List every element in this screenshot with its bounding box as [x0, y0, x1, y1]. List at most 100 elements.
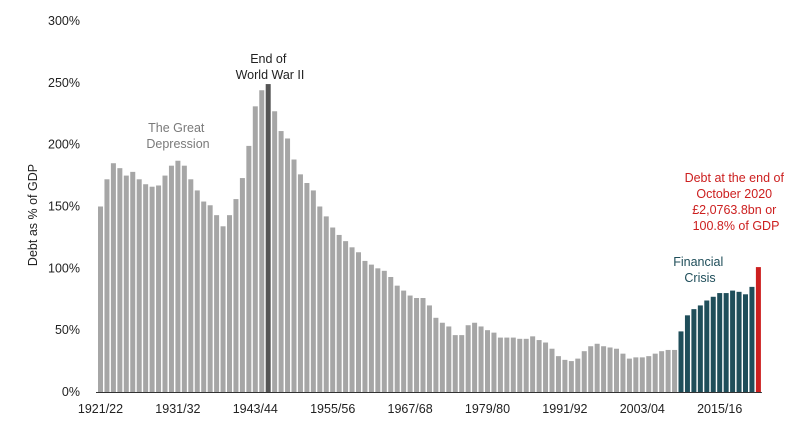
bar	[543, 342, 549, 392]
bar	[568, 361, 574, 392]
y-tick-label: 50%	[55, 323, 80, 337]
bar	[594, 343, 600, 392]
bar	[446, 326, 452, 392]
bar	[555, 356, 561, 392]
bar	[717, 293, 723, 392]
bar	[459, 335, 465, 392]
bar	[620, 353, 626, 392]
bar	[652, 353, 658, 392]
y-tick-label: 150%	[48, 200, 80, 214]
bar	[194, 190, 200, 392]
bar	[407, 295, 413, 392]
y-tick-label: 300%	[48, 14, 80, 28]
bars	[98, 84, 761, 392]
bar	[730, 290, 736, 392]
y-tick-label: 100%	[48, 261, 80, 275]
bar	[755, 267, 761, 392]
bar	[420, 298, 426, 392]
bar	[549, 348, 555, 392]
bar	[697, 305, 703, 392]
bar	[368, 264, 374, 392]
x-tick-label: 1967/68	[388, 402, 433, 416]
bar	[149, 186, 155, 392]
x-tick-label: 2003/04	[620, 402, 665, 416]
bar	[614, 348, 619, 392]
bar	[123, 175, 129, 392]
bar	[156, 185, 162, 392]
bar	[485, 330, 490, 392]
bar	[265, 84, 271, 392]
bar	[117, 168, 123, 392]
bar	[291, 159, 297, 392]
bar	[562, 359, 568, 392]
bar	[259, 90, 265, 392]
bar	[433, 317, 439, 392]
annotation-ww2: End of World War II	[236, 52, 305, 82]
bar	[188, 179, 194, 392]
bar	[710, 296, 716, 392]
bar	[684, 315, 690, 392]
bar	[207, 205, 213, 392]
bar	[607, 347, 613, 392]
bar	[136, 179, 142, 392]
bar	[330, 227, 336, 392]
y-tick-label: 250%	[48, 76, 80, 90]
bar	[633, 357, 639, 392]
bar	[381, 270, 387, 392]
bar	[285, 138, 291, 392]
bar	[491, 332, 497, 392]
bar	[278, 131, 284, 392]
bar	[162, 175, 168, 392]
bar	[175, 160, 181, 392]
bar	[168, 165, 174, 392]
y-axis-label: Debt as % of GDP	[26, 164, 40, 266]
bar	[246, 145, 252, 392]
bar	[201, 201, 207, 392]
bar	[530, 336, 536, 392]
y-tick-label: 200%	[48, 138, 80, 152]
x-tick-label: 2015/16	[697, 402, 742, 416]
bar	[672, 349, 678, 392]
bar	[310, 190, 316, 392]
bar	[575, 358, 581, 392]
bar	[143, 184, 149, 392]
x-tick-label: 1979/80	[465, 402, 510, 416]
x-axis-ticks: 1921/22 1931/32 1943/44 1955/56 1967/68 1979/…	[78, 402, 742, 416]
x-tick-label: 1991/92	[542, 402, 587, 416]
bar	[497, 337, 503, 392]
x-tick-label: 1955/56	[310, 402, 355, 416]
bar	[362, 260, 368, 392]
bar	[439, 322, 445, 392]
bar	[98, 206, 103, 392]
bar	[252, 106, 258, 392]
bar	[736, 291, 742, 392]
bar	[639, 357, 645, 392]
bar	[130, 171, 136, 392]
x-tick-label: 1921/22	[78, 402, 123, 416]
bar	[220, 226, 226, 392]
bar	[601, 346, 607, 392]
bar	[588, 346, 594, 392]
bar	[239, 178, 245, 392]
bar	[536, 340, 542, 392]
bar	[414, 298, 420, 392]
y-axis-ticks: 0% 50% 100% 150% 200% 250% 300%	[48, 14, 80, 399]
bar	[304, 183, 310, 392]
annotation-financial-crisis: Financial Crisis	[673, 255, 727, 285]
bar	[233, 199, 239, 392]
bar	[110, 163, 116, 392]
y-tick-label: 0%	[62, 385, 80, 399]
bar	[349, 247, 355, 392]
bar	[517, 338, 523, 392]
bar	[356, 252, 361, 392]
bar	[646, 356, 652, 392]
bar	[272, 111, 278, 392]
bar	[227, 215, 232, 392]
bar	[375, 268, 381, 392]
bar	[659, 351, 665, 392]
bar	[297, 174, 303, 392]
bar	[581, 351, 587, 392]
bar	[214, 215, 220, 392]
bar	[523, 338, 529, 392]
annotation-latest-debt: Debt at the end of October 2020 £2,0763.…	[685, 171, 788, 233]
